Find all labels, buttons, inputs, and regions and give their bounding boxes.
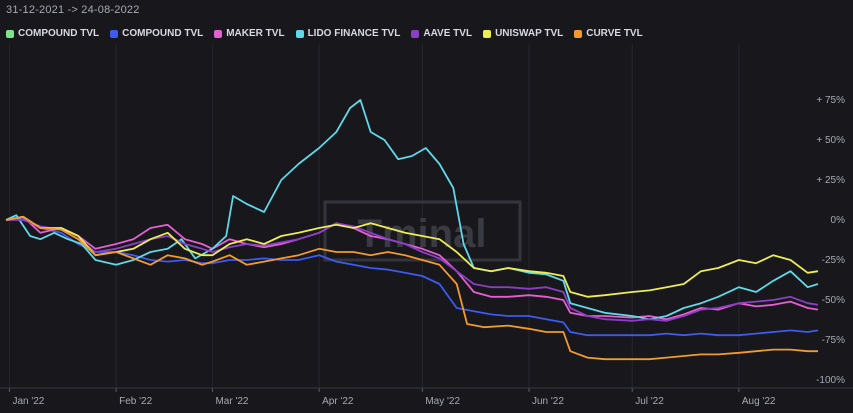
legend-label: UNISWAP TVL [495,28,564,39]
series-lines [5,99,819,361]
x-tick-label: Feb '22 [119,396,152,407]
x-tick-label: Aug '22 [742,396,776,407]
legend-item-curve[interactable]: CURVE TVL [574,28,643,39]
series-line-maker-tvl [5,215,819,321]
legend-item-maker[interactable]: MAKER TVL [214,28,285,39]
legend-swatch [574,29,583,38]
legend-item-compound-2[interactable]: COMPOUND TVL [110,28,203,39]
y-tick-label: + 75% [816,95,845,106]
legend-item-uniswap[interactable]: UNISWAP TVL [483,28,563,39]
x-tick-label: Jul '22 [635,396,664,407]
legend-item-aave[interactable]: AAVE TVL [411,28,472,39]
legend-label: AAVE TVL [423,28,473,39]
legend: COMPOUND TVL COMPOUND TVL MAKER TVL LIDO… [6,28,643,39]
legend-label: CURVE TVL [586,28,643,39]
series-line-compound-tvl [5,217,819,337]
x-tick-label: Mar '22 [215,396,248,407]
legend-swatch [295,29,304,38]
legend-swatch [110,29,119,38]
legend-swatch [6,29,14,38]
y-tick-label: + 50% [816,135,845,146]
legend-swatch [214,29,223,38]
y-tick-label: -50% [822,295,845,306]
x-tick-label: Jan '22 [12,396,44,407]
x-tick-label: May '22 [425,396,460,407]
y-tick-label: + 25% [816,175,845,186]
legend-item-compound-1[interactable]: COMPOUND TVL [6,28,99,39]
legend-swatch [483,29,492,38]
series-line-curve-tvl [5,215,818,361]
series-line-lido-finance-tvl [5,99,819,321]
gridlines [8,44,740,388]
legend-swatch [411,29,420,38]
legend-item-lido[interactable]: LIDO FINANCE TVL [295,28,401,39]
x-axis: Jan '22 Feb '22 Mar '22 Apr '22 May '22 Jun '… [0,387,853,407]
legend-label: COMPOUND TVL [122,28,204,39]
y-tick-label: -100% [816,375,845,386]
y-tick-label: -25% [822,255,845,266]
x-tick-label: Jun '22 [532,396,564,407]
legend-label: LIDO FINANCE TVL [307,28,401,39]
date-range: 31-12-2021 -> 24-08-2022 [6,4,140,16]
y-tick-label: -75% [822,335,845,346]
x-tick-label: Apr '22 [322,396,354,407]
y-tick-label: 0% [831,215,846,226]
y-axis: + 75% + 50% + 25% 0% -25% -50% -75% -100% [816,95,845,386]
legend-label: COMPOUND TVL [18,28,100,39]
series-line-uniswap-tvl [5,215,819,298]
legend-label: MAKER TVL [226,28,285,39]
